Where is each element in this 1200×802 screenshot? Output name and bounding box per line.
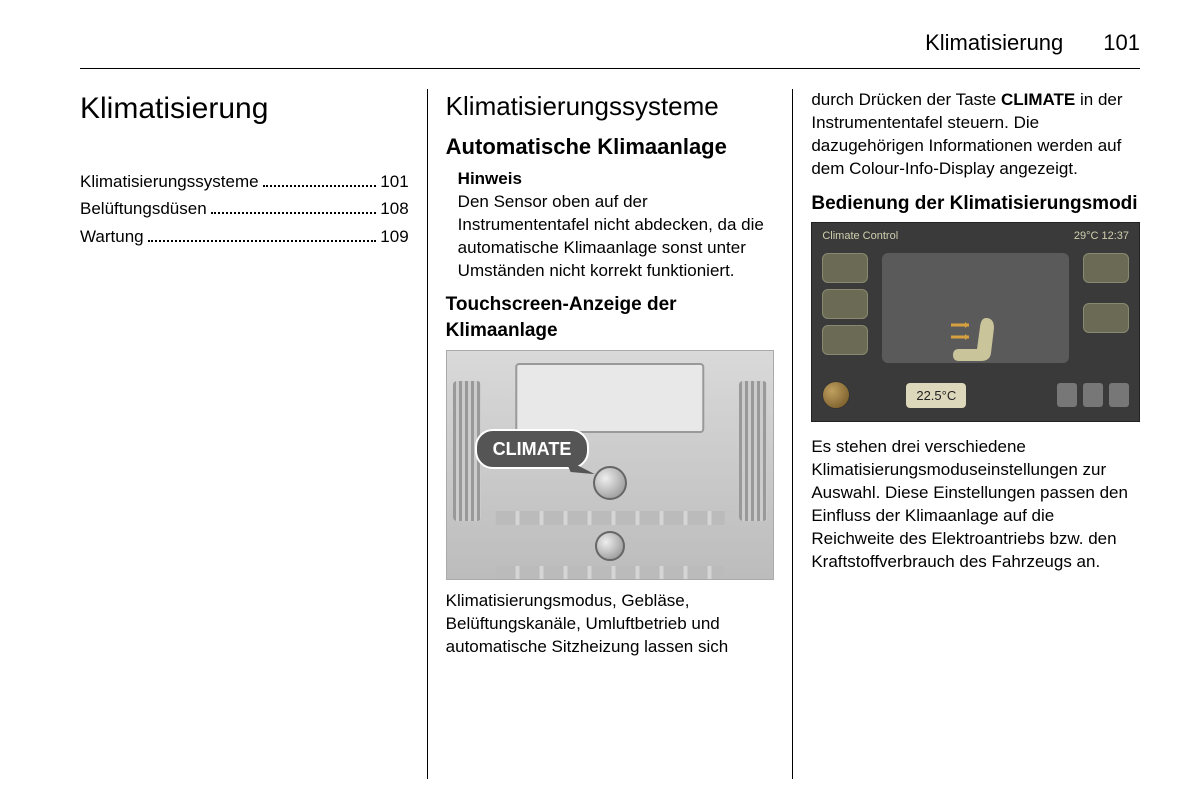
- toc-dots: [148, 225, 377, 242]
- chapter-title: Klimatisierung: [80, 89, 409, 130]
- figure-heading: Touchscreen-Anzeige der Klimaanlage: [446, 292, 775, 343]
- toc-dots: [211, 197, 377, 214]
- toc-row: Klimatisierungssysteme 101: [80, 170, 409, 194]
- mode-icon: [1083, 383, 1103, 407]
- toc-row: Wartung 109: [80, 225, 409, 249]
- toc-label: Klimatisierungssysteme: [80, 171, 259, 194]
- column-3: durch Drücken der Taste CLIMATE in der I…: [793, 89, 1140, 779]
- info-display-figure: Climate Control 29°C 12:37 22.5°C: [811, 222, 1140, 422]
- button-row: [496, 566, 725, 580]
- display-title: Climate Control: [822, 229, 898, 244]
- display-temp-time: 29°C 12:37: [1074, 229, 1129, 244]
- text-segment: durch Drücken der Taste: [811, 90, 1001, 109]
- mode-icon: [1057, 383, 1077, 407]
- display-side-button: [822, 253, 868, 283]
- header-page-number: 101: [1103, 30, 1140, 56]
- subsection-heading: Automatische Klimaanlage: [446, 132, 775, 162]
- body-paragraph: Es stehen drei verschiedene Klimatisieru…: [811, 436, 1140, 574]
- display-bottom-bar: 22.5°C: [822, 377, 1129, 413]
- display-side-button: [1083, 253, 1129, 283]
- toc-row: Belüftungsdüsen 108: [80, 197, 409, 221]
- display-side-button: [1083, 303, 1129, 333]
- dashboard-screen: [515, 363, 704, 433]
- toc-label: Wartung: [80, 226, 144, 249]
- display-status-bar: Climate Control 29°C 12:37: [822, 229, 1129, 244]
- continuation-paragraph: durch Drücken der Taste CLIMATE in der I…: [811, 89, 1140, 181]
- header-section: Klimatisierung: [925, 30, 1063, 56]
- hint-label: Hinweis: [446, 168, 775, 191]
- control-knob: [595, 531, 625, 561]
- mode-icon: [1109, 383, 1129, 407]
- column-1: Klimatisierung Klimatisierungssysteme 10…: [80, 89, 427, 779]
- power-button-icon: [822, 381, 850, 409]
- toc-page: 108: [380, 198, 408, 221]
- mode-icons-group: [1057, 383, 1129, 407]
- display-center-panel: [882, 253, 1069, 363]
- toc-page: 109: [380, 226, 408, 249]
- button-row: [496, 511, 725, 525]
- column-2: Klimatisierungssysteme Automatische Klim…: [427, 89, 794, 779]
- dashboard-figure: CLIMATE: [446, 350, 775, 580]
- air-vent-right: [739, 381, 767, 521]
- figure-heading: Bedienung der Klimatisierungsmodi: [811, 191, 1140, 217]
- toc-page: 101: [380, 171, 408, 194]
- seat-airflow-icon: [941, 303, 1011, 373]
- figure-caption: Klimatisierungsmodus, Gebläse, Belüftung…: [446, 590, 775, 659]
- content-columns: Klimatisierung Klimatisierungssysteme 10…: [80, 89, 1140, 779]
- display-side-button: [822, 289, 868, 319]
- control-knob: [593, 466, 627, 500]
- temperature-badge: 22.5°C: [906, 383, 966, 409]
- display-side-button: [822, 325, 868, 355]
- hint-body: Den Sensor oben auf der Instrumententafe…: [446, 191, 775, 283]
- toc-dots: [263, 170, 377, 187]
- page-header: Klimatisierung 101: [80, 30, 1140, 69]
- toc-label: Belüftungsdüsen: [80, 198, 207, 221]
- climate-key-label: CLIMATE: [1001, 90, 1075, 109]
- section-heading: Klimatisierungssysteme: [446, 89, 775, 124]
